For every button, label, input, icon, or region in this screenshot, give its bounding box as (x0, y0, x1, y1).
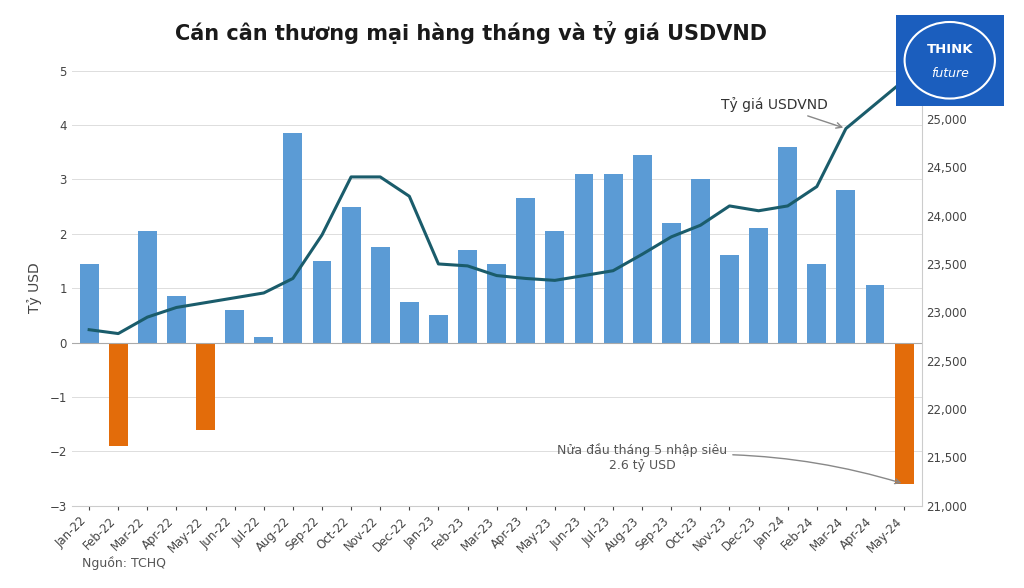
Bar (225, 310, 244, 342)
Bar (399, 302, 419, 342)
Bar (778, 146, 797, 342)
Bar (603, 174, 623, 342)
Text: Nửa đầu tháng 5 nhập siêu
2.6 tỷ USD: Nửa đầu tháng 5 nhập siêu 2.6 tỷ USD (557, 443, 900, 483)
Bar (895, 342, 913, 484)
Text: future: future (931, 68, 969, 81)
Bar (342, 206, 360, 342)
Bar (807, 263, 826, 342)
Bar (487, 263, 506, 342)
Bar (138, 231, 157, 342)
Bar (109, 342, 128, 446)
Bar (691, 179, 710, 342)
Text: Tỷ giá USDVND: Tỷ giá USDVND (721, 97, 842, 128)
Bar (720, 255, 739, 342)
Bar (633, 155, 651, 342)
Y-axis label: Tỷ USD: Tỷ USD (28, 263, 43, 313)
Bar (429, 315, 447, 342)
Text: THINK: THINK (927, 43, 973, 56)
Bar (371, 248, 390, 342)
Bar (312, 261, 332, 342)
Bar (80, 263, 98, 342)
Text: Cán cân thương mại hàng tháng và tỷ giá USDVND: Cán cân thương mại hàng tháng và tỷ giá … (175, 21, 767, 44)
Bar (662, 223, 681, 342)
Bar (837, 191, 855, 342)
Bar (458, 250, 477, 342)
Bar (574, 174, 594, 342)
Bar (254, 337, 273, 342)
Bar (546, 231, 564, 342)
Bar (750, 228, 768, 342)
Bar (167, 296, 186, 342)
Bar (865, 285, 885, 342)
Bar (284, 133, 302, 342)
Bar (516, 198, 536, 342)
Text: Nguồn: TCHQ: Nguồn: TCHQ (82, 556, 166, 570)
Bar (197, 342, 215, 429)
